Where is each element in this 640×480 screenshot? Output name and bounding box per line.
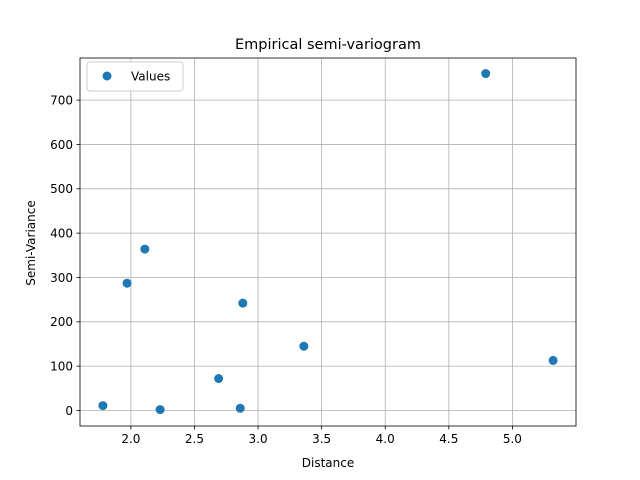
data-point <box>238 298 248 308</box>
data-point <box>214 374 224 384</box>
data-point <box>155 405 165 415</box>
x-tick-label: 4.5 <box>439 432 458 446</box>
y-tick-label: 700 <box>50 93 73 107</box>
y-tick-label: 0 <box>65 404 73 418</box>
x-axis-title: Distance <box>302 456 354 470</box>
y-tick-label: 400 <box>50 226 73 240</box>
x-tick-label: 3.0 <box>249 432 268 446</box>
data-point <box>548 355 558 365</box>
data-points <box>98 69 558 415</box>
x-tick-label: 2.0 <box>121 432 140 446</box>
chart-title: Empirical semi-variogram <box>235 37 421 53</box>
y-tick-label: 500 <box>50 182 73 196</box>
legend: Values <box>86 61 184 92</box>
legend-box <box>86 61 184 92</box>
x-tick-label: 2.5 <box>185 432 204 446</box>
data-point <box>235 403 245 413</box>
x-tick-label: 3.5 <box>312 432 331 446</box>
x-tick-label: 5.0 <box>503 432 522 446</box>
y-tick-label: 100 <box>50 359 73 373</box>
data-point <box>98 401 108 411</box>
x-tick-label: 4.0 <box>376 432 395 446</box>
y-tick-label: 600 <box>50 138 73 152</box>
y-axis-title: Semi-Variance <box>24 200 38 286</box>
y-tick-label: 300 <box>50 271 73 285</box>
data-point <box>122 278 132 288</box>
legend-marker <box>102 71 112 81</box>
data-point <box>481 69 491 79</box>
data-point <box>299 341 309 351</box>
data-point <box>140 244 150 254</box>
plot-frame <box>79 57 577 427</box>
y-tick-label: 200 <box>50 315 73 329</box>
legend-label: Values <box>131 70 170 84</box>
axes: 2.0 2.5 3.0 3.5 4.0 4.5 5.0 0 100 200 300 400 500 600… <box>50 57 577 446</box>
